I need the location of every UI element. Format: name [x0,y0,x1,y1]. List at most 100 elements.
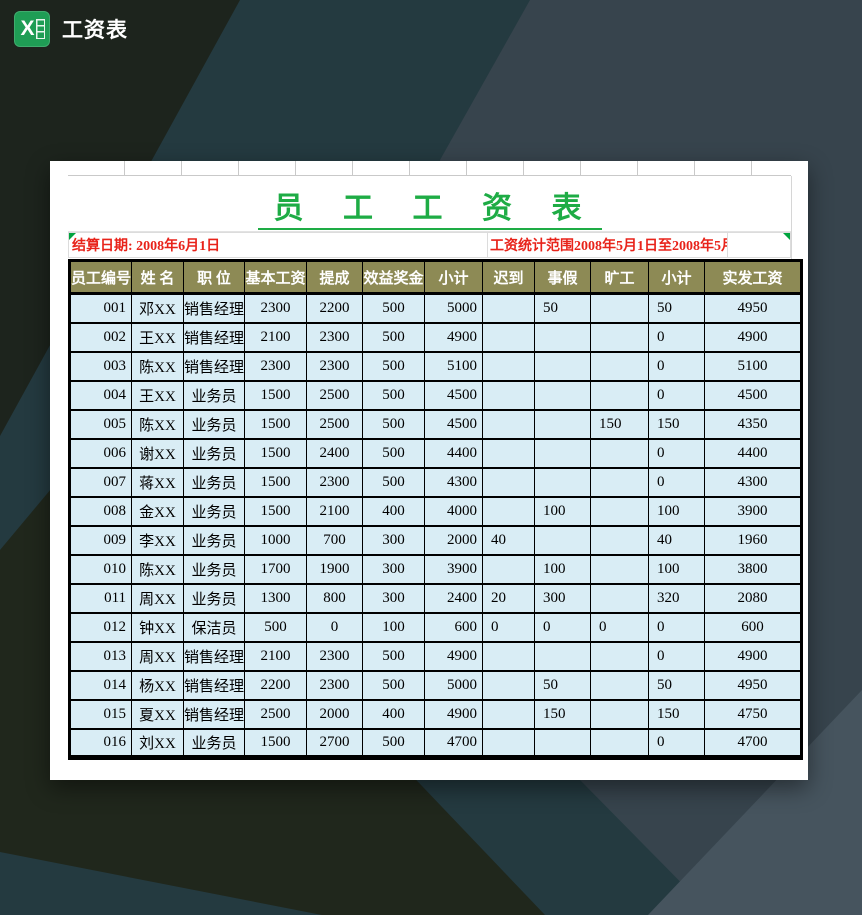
cell[interactable]: 500 [362,728,426,759]
cell[interactable]: 006 [68,438,133,469]
cell[interactable]: 3900 [424,554,484,585]
cell[interactable]: 4400 [424,438,484,469]
cell[interactable]: 业务员 [183,554,246,585]
cell[interactable]: 500 [362,380,426,411]
cell[interactable]: 4950 [704,293,803,324]
cell[interactable]: 100 [362,612,426,643]
cell[interactable]: 邓XX [131,293,185,324]
cell[interactable]: 300 [362,525,426,556]
column-header[interactable]: 职 位 [183,260,246,295]
cell[interactable]: 业务员 [183,409,246,440]
cell[interactable]: 夏XX [131,699,185,730]
cell[interactable]: 500 [362,467,426,498]
cell[interactable]: 2300 [306,670,364,701]
cell[interactable]: 2200 [244,670,308,701]
cell[interactable] [482,670,536,701]
cell[interactable]: 100 [648,554,706,585]
cell[interactable]: 1500 [244,728,308,759]
cell[interactable]: 0 [534,612,592,643]
column-header[interactable]: 员工编号 [68,260,133,295]
cell[interactable] [590,351,650,382]
cell[interactable] [482,409,536,440]
cell[interactable]: 3900 [704,496,803,527]
cell[interactable]: 500 [362,293,426,324]
cell[interactable] [534,409,592,440]
cell[interactable]: 50 [648,293,706,324]
cell[interactable] [590,322,650,353]
cell[interactable]: 001 [68,293,133,324]
cell[interactable]: 谢XX [131,438,185,469]
cell[interactable]: 2500 [244,699,308,730]
cell[interactable]: 008 [68,496,133,527]
cell[interactable]: 150 [648,409,706,440]
cell[interactable]: 150 [534,699,592,730]
cell[interactable]: 400 [362,699,426,730]
cell[interactable]: 500 [362,641,426,672]
cell[interactable] [590,496,650,527]
cell[interactable]: 业务员 [183,525,246,556]
cell[interactable]: 500 [362,351,426,382]
cell[interactable]: 2000 [424,525,484,556]
cell[interactable]: 2080 [704,583,803,614]
cell[interactable]: 015 [68,699,133,730]
cell[interactable]: 4900 [424,641,484,672]
cell[interactable]: 600 [704,612,803,643]
cell[interactable]: 100 [534,554,592,585]
cell[interactable]: 周XX [131,583,185,614]
cell[interactable]: 业务员 [183,496,246,527]
cell[interactable]: 业务员 [183,583,246,614]
cell[interactable]: 1500 [244,409,308,440]
cell[interactable]: 50 [648,670,706,701]
cell[interactable]: 业务员 [183,467,246,498]
cell[interactable]: 王XX [131,380,185,411]
cell[interactable] [590,438,650,469]
cell[interactable]: 4750 [704,699,803,730]
column-header[interactable]: 事假 [534,260,592,295]
cell[interactable]: 50 [534,670,592,701]
cell[interactable]: 1300 [244,583,308,614]
cell[interactable]: 012 [68,612,133,643]
settle-date-cell[interactable]: 结算日期: 2008年6月1日 [68,232,488,258]
cell[interactable]: 500 [362,322,426,353]
column-header[interactable]: 姓 名 [131,260,185,295]
cell[interactable]: 150 [590,409,650,440]
cell[interactable] [482,380,536,411]
cell[interactable] [534,351,592,382]
cell[interactable]: 陈XX [131,351,185,382]
cell[interactable]: 100 [648,496,706,527]
cell[interactable]: 1500 [244,496,308,527]
cell[interactable] [482,728,536,759]
cell[interactable]: 016 [68,728,133,759]
cell[interactable]: 1700 [244,554,308,585]
cell[interactable]: 320 [648,583,706,614]
cell[interactable]: 0 [648,612,706,643]
cell[interactable] [482,699,536,730]
cell[interactable] [590,554,650,585]
cell[interactable]: 5000 [424,293,484,324]
column-header[interactable]: 效益奖金 [362,260,426,295]
cell[interactable]: 0 [482,612,536,643]
cell[interactable] [590,728,650,759]
cell[interactable]: 4350 [704,409,803,440]
cell[interactable]: 0 [648,438,706,469]
cell[interactable]: 700 [306,525,364,556]
cell[interactable]: 20 [482,583,536,614]
cell[interactable]: 300 [362,554,426,585]
cell[interactable]: 2100 [244,641,308,672]
column-header[interactable]: 提成 [306,260,364,295]
cell[interactable]: 003 [68,351,133,382]
sheet-title-cell[interactable]: 员 工 工 资 表 [68,183,791,230]
cell[interactable]: 2100 [306,496,364,527]
cell[interactable] [534,467,592,498]
cell[interactable]: 李XX [131,525,185,556]
column-header[interactable]: 基本工资 [244,260,308,295]
cell[interactable]: 2300 [306,641,364,672]
cell[interactable]: 400 [362,496,426,527]
cell[interactable]: 刘XX [131,728,185,759]
cell[interactable]: 4900 [704,641,803,672]
cell[interactable]: 4900 [704,322,803,353]
cell[interactable]: 013 [68,641,133,672]
cell[interactable]: 014 [68,670,133,701]
cell[interactable] [590,670,650,701]
cell[interactable]: 王XX [131,322,185,353]
